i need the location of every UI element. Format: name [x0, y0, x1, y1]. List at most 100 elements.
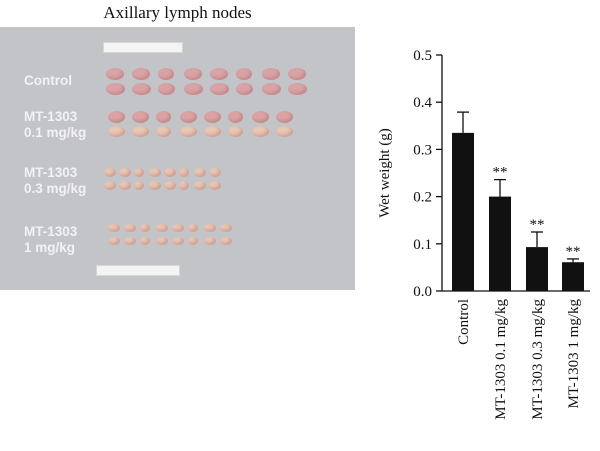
group-label-0.3: MT-1303 0.3 mg/kg — [24, 165, 86, 197]
lymph-node — [134, 168, 144, 177]
lymph-node — [276, 126, 293, 137]
y-axis-ticks: 0.0 0.1 0.2 0.3 0.4 0.5 — [413, 48, 442, 300]
bar — [489, 196, 511, 291]
bar — [562, 262, 584, 291]
lymph-node — [209, 181, 221, 190]
lymph-node — [149, 181, 161, 190]
lymph-node — [179, 168, 189, 177]
lymph-node — [204, 237, 216, 245]
y-tick-label: 0.1 — [413, 237, 432, 253]
lymph-node — [158, 83, 175, 95]
lymph-node — [262, 83, 281, 95]
lymph-node — [228, 126, 243, 137]
lymph-node — [210, 68, 228, 80]
group-label-line1: MT-1303 — [24, 109, 78, 124]
scale-ruler-top — [103, 42, 183, 53]
lymph-node — [210, 83, 229, 95]
lymph-node — [140, 224, 150, 232]
lymph-node — [104, 181, 116, 190]
bar-series: ** ** ** — [452, 111, 584, 291]
lymph-node — [172, 224, 184, 232]
lymph-node — [124, 237, 136, 245]
group-label-line1: MT-1303 — [24, 165, 78, 180]
lymph-node — [236, 83, 253, 95]
group-label-1: MT-1303 1 mg/kg — [24, 224, 77, 256]
lymph-node — [236, 68, 252, 80]
bar — [452, 132, 474, 291]
lymph-node — [180, 111, 197, 123]
y-tick-label: 0.2 — [413, 190, 432, 206]
lymph-node — [262, 68, 280, 80]
wet-weight-bar-chart: 0.0 0.1 0.2 0.3 0.4 0.5 ** ** ** Control MT-1303… — [377, 48, 590, 420]
scale-ruler-bottom — [96, 265, 180, 276]
lymph-node — [204, 224, 216, 232]
bar — [526, 247, 548, 291]
lymph-node — [288, 68, 306, 80]
lymph-node — [108, 111, 125, 123]
group-label-line2: 0.3 mg/kg — [24, 181, 87, 196]
lymph-node — [164, 168, 176, 177]
y-tick-label: 0.0 — [413, 284, 432, 300]
lymph-node — [204, 126, 221, 137]
lymph-node — [156, 126, 171, 137]
x-tick-label: MT-1303 1 mg/kg — [566, 299, 582, 409]
lymph-node — [119, 181, 131, 190]
lymph-node — [172, 237, 184, 245]
lymph-node — [252, 126, 269, 137]
group-label-line2: 1 mg/kg — [24, 240, 76, 255]
lymph-node — [188, 224, 198, 232]
y-tick-label: 0.5 — [413, 48, 432, 64]
group-label-line1: MT-1303 — [24, 224, 78, 239]
group-label-0.1: MT-1303 0.1 mg/kg — [24, 109, 86, 141]
lymph-node — [288, 83, 307, 95]
y-tick-label: 0.4 — [413, 95, 432, 111]
lymph-node — [108, 237, 120, 245]
x-tick-label: MT-1303 0.1 mg/kg — [493, 299, 509, 420]
group-label-line2: 0.1 mg/kg — [24, 125, 87, 140]
lymph-node — [194, 181, 206, 190]
lymph-node — [252, 111, 269, 123]
lymph-node — [204, 111, 221, 123]
lymph-node — [156, 111, 171, 123]
lymph-node — [194, 168, 206, 177]
lymph-node — [124, 224, 136, 232]
lymph-node — [156, 237, 168, 245]
significance-marker: ** — [566, 244, 581, 260]
y-tick-label: 0.3 — [413, 142, 432, 158]
lymph-node — [119, 168, 131, 177]
lymph-node — [164, 181, 176, 190]
lymph-node — [106, 83, 125, 95]
lymph-node — [132, 83, 151, 95]
lymph-node — [140, 237, 150, 245]
photo-title: Axillary lymph nodes — [103, 3, 252, 22]
lymph-node — [220, 237, 232, 245]
lymph-node — [180, 126, 197, 137]
significance-marker: ** — [493, 165, 508, 181]
lymph-node — [184, 83, 203, 95]
lymph-node — [220, 224, 232, 232]
lymph-node — [228, 111, 243, 123]
y-axis-label: Wet weight (g) — [377, 128, 393, 218]
lymph-node — [104, 168, 116, 177]
lymph-node — [106, 68, 124, 80]
lymph-node — [132, 126, 149, 137]
x-tick-label: Control — [456, 299, 472, 345]
lymph-node — [132, 68, 150, 80]
group-label-control: Control — [24, 73, 72, 89]
lymph-node — [134, 181, 144, 190]
lymph-node — [188, 237, 198, 245]
lymph-node — [184, 68, 202, 80]
lymph-node — [149, 168, 161, 177]
x-axis-labels: Control MT-1303 0.1 mg/kg MT-1303 0.3 mg/k… — [456, 299, 582, 420]
lymph-node-photo: Control MT-1303 0.1 mg/kg MT-1303 0.3 mg… — [0, 27, 355, 290]
lymph-node — [179, 181, 189, 190]
lymph-node — [108, 126, 125, 137]
group-label-line1: Control — [24, 73, 72, 88]
lymph-node — [209, 168, 221, 177]
lymph-node — [276, 111, 293, 123]
lymph-node — [156, 224, 168, 232]
lymph-node — [132, 111, 149, 123]
significance-marker: ** — [530, 217, 545, 233]
lymph-node — [158, 68, 174, 80]
lymph-node — [108, 224, 120, 232]
